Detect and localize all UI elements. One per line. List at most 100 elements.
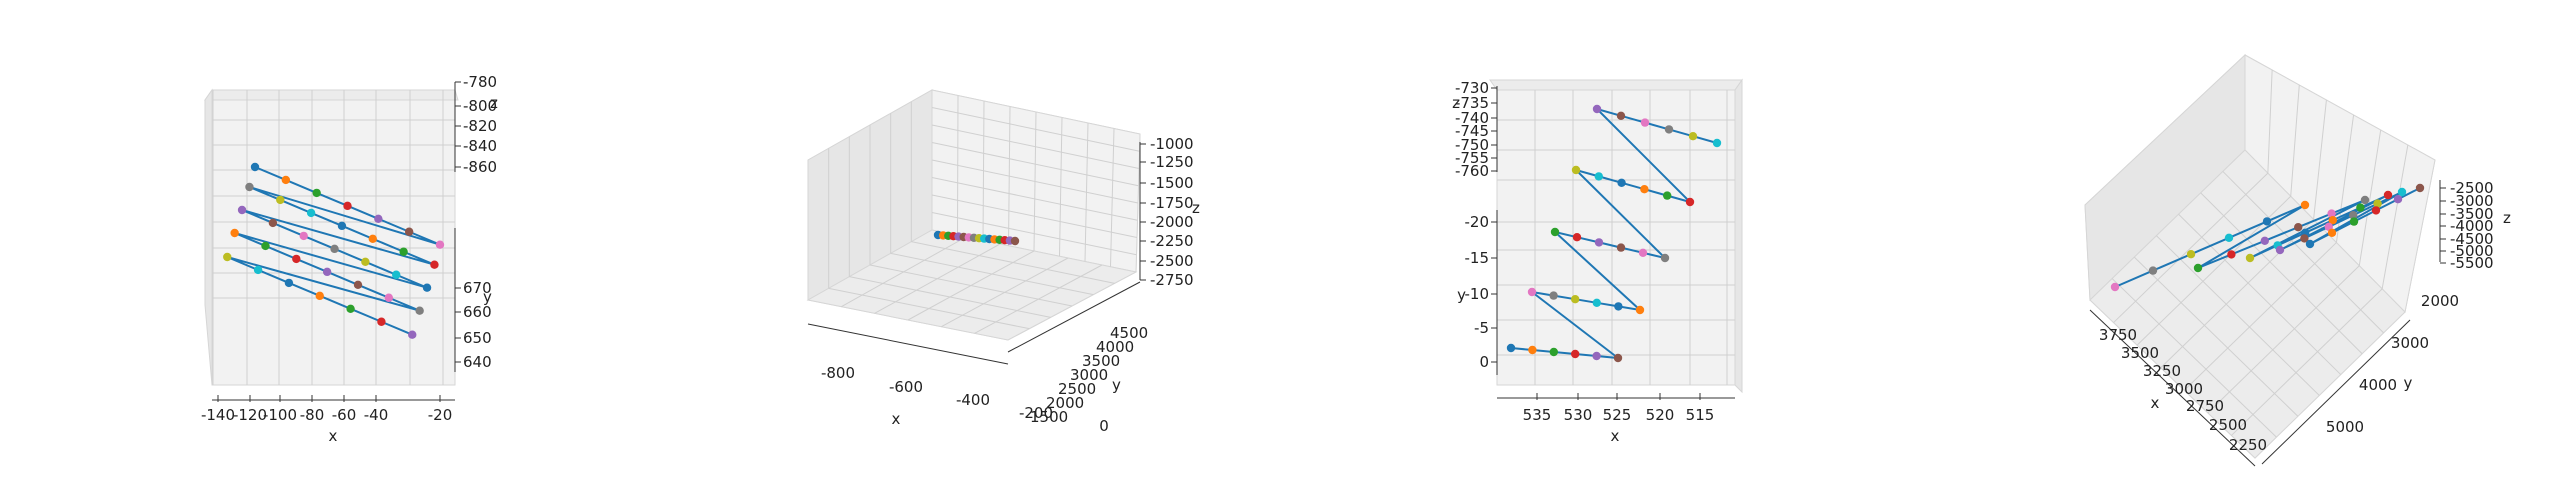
data-point <box>430 260 439 269</box>
z-tick-label: -860 <box>463 158 497 176</box>
data-point <box>2327 228 2337 237</box>
x-tick-label: 2500 <box>2209 416 2247 434</box>
data-point <box>1640 118 1650 127</box>
data-point <box>2349 211 2358 220</box>
z-tick-label: -730 <box>1455 79 1489 97</box>
z-tick-label: -780 <box>463 73 497 91</box>
z-tick-label: -840 <box>463 137 497 155</box>
z-tick-label: -760 <box>1455 162 1489 180</box>
z-tick-label: -5500 <box>2450 254 2494 272</box>
z-tick-label: -1000 <box>1150 135 1194 153</box>
data-point <box>1712 138 1722 148</box>
z-tick-label: -3000 <box>2450 192 2494 210</box>
data-point <box>404 227 414 236</box>
data-point <box>422 283 432 292</box>
x-tick-label: -140 <box>201 406 235 424</box>
data-point <box>2300 200 2310 210</box>
x-tick-label: -60 <box>332 406 357 424</box>
data-point <box>1592 351 1601 361</box>
y-tick-label: 4000 <box>2359 376 2397 394</box>
side-pane <box>1734 78 1743 394</box>
z-tick-label: -800 <box>463 97 497 115</box>
data-point <box>2373 199 2382 208</box>
data-point <box>1010 236 1020 246</box>
z-tick-label: -4000 <box>2450 217 2494 235</box>
data-point <box>337 221 347 231</box>
y-axis-label: y <box>1457 286 1466 304</box>
data-point <box>1549 347 1559 357</box>
data-point <box>1638 248 1648 257</box>
subplot-1: -140-120-100 -80 -60 -40 -20 x -780 -800 -820 -84… <box>201 73 498 445</box>
grid-line <box>931 194 1138 238</box>
z-tick-label: -1750 <box>1150 194 1194 212</box>
grid-line <box>2111 278 2277 438</box>
y-tick-label: -20 <box>1465 213 1490 231</box>
data-point <box>2262 217 2272 226</box>
back-pane <box>1496 89 1736 386</box>
x-tick-label: -40 <box>364 406 389 424</box>
data-point <box>2397 187 2407 197</box>
grid-line <box>2207 265 2360 414</box>
data-point <box>1571 349 1580 359</box>
grid-line <box>974 264 1103 334</box>
data-point <box>2415 183 2425 193</box>
data-point <box>2224 233 2234 242</box>
data-point <box>1617 178 1626 187</box>
data-point <box>415 306 424 315</box>
z-tick-label: -2500 <box>1150 252 1194 270</box>
data-point <box>312 188 321 198</box>
data-point <box>281 175 291 185</box>
data-point <box>1660 253 1670 263</box>
data-point <box>2356 203 2365 212</box>
data-point <box>384 293 394 302</box>
x-tick-label: 3500 <box>2121 344 2159 362</box>
data-point <box>2300 234 2309 243</box>
data-point <box>2148 266 2158 275</box>
x-tick-label: -400 <box>956 391 990 409</box>
data-point <box>2227 250 2236 259</box>
x-tick-label: -120 <box>233 406 267 424</box>
grid-line <box>2267 69 2273 174</box>
x-tick-label: 515 <box>1686 406 1715 424</box>
y-tick-label: 3000 <box>1070 366 1108 384</box>
y-tick-label: -5 <box>1474 319 1489 337</box>
data-point <box>284 278 294 288</box>
y-axis-label: y <box>1112 376 1121 394</box>
y-tick-label: 0 <box>1479 353 1489 371</box>
data-point <box>399 247 408 256</box>
grid-line <box>1110 128 1115 267</box>
grid-line <box>2178 213 2342 375</box>
data-point <box>1528 345 1537 355</box>
z-tick-label: -2500 <box>2450 179 2494 197</box>
data-point <box>261 241 270 251</box>
data-point <box>2186 250 2196 259</box>
data-point <box>2360 195 2370 205</box>
x-tick-label: 2750 <box>2186 397 2224 415</box>
data-point <box>322 267 332 277</box>
x-tick-label: 3750 <box>2099 326 2137 344</box>
x-axis-label: x <box>892 410 901 428</box>
data-point <box>343 201 352 211</box>
data-point <box>330 244 339 254</box>
data-point <box>1635 305 1645 315</box>
data-point <box>346 304 355 313</box>
data-point <box>1549 291 1558 300</box>
z-tick-label: -2750 <box>1150 271 1194 289</box>
x-tick-label: -100 <box>263 406 297 424</box>
x-tick-label: 3250 <box>2143 362 2181 380</box>
y-tick-label: 3000 <box>2391 334 2429 352</box>
x-tick-label: -20 <box>428 406 453 424</box>
z-tick-label: -755 <box>1455 149 1489 167</box>
y-axis-label: y <box>483 288 492 306</box>
floor-pane <box>2089 149 2406 459</box>
data-point <box>2193 263 2203 273</box>
x-tick-label: -80 <box>300 406 325 424</box>
grid-line <box>2231 288 2383 436</box>
data-point <box>237 205 247 215</box>
z-tick-label: -745 <box>1455 122 1489 140</box>
z-tick-label: -735 <box>1455 94 1489 112</box>
grid-line <box>2113 172 2269 323</box>
z-tick-label: -2000 <box>1150 213 1194 231</box>
data-point <box>1688 132 1698 141</box>
